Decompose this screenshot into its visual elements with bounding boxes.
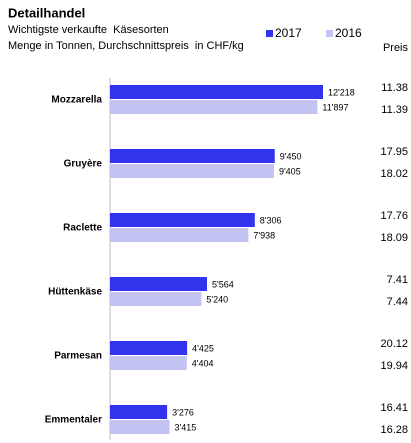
category-label: Raclette (63, 223, 102, 234)
value-label: 9'405 (279, 166, 301, 176)
value-label: 5'564 (212, 279, 234, 289)
category-label: Mozzarella (51, 95, 102, 106)
bar (110, 405, 168, 419)
bar (110, 85, 323, 99)
bar (110, 228, 249, 242)
bar (110, 149, 275, 163)
bar (110, 341, 188, 355)
bar (110, 420, 170, 434)
price-label: 17.76 (380, 210, 408, 222)
category-label: Hüttenkäse (48, 287, 102, 298)
value-label: 8'306 (260, 215, 282, 225)
bar (110, 100, 318, 114)
value-label: 4'425 (192, 343, 214, 353)
value-label: 7'938 (253, 230, 275, 240)
legend-label: 2017 (275, 26, 302, 40)
price-label: 19.94 (380, 360, 408, 372)
category-label: Parmesan (54, 351, 102, 362)
value-label: 4'404 (192, 358, 214, 368)
price-label: 16.41 (380, 402, 408, 414)
category-label: Gruyère (64, 159, 103, 170)
chart-note: Menge in Tonnen, Durchschnittspreis in C… (8, 40, 244, 52)
price-label: 20.12 (380, 338, 408, 350)
price-label: 11.39 (381, 104, 408, 116)
value-label: 3'276 (172, 407, 194, 417)
bar (110, 292, 202, 306)
value-label: 9'450 (280, 151, 302, 161)
legend-label: 2016 (335, 26, 362, 40)
price-label: 17.95 (380, 146, 408, 158)
legend-swatch (326, 30, 333, 37)
legend-swatch (266, 30, 273, 37)
bar (110, 277, 207, 291)
bar (110, 356, 187, 370)
value-label: 5'240 (206, 294, 228, 304)
price-label: 18.09 (380, 232, 408, 244)
price-label: 7.44 (387, 296, 408, 308)
category-label: Emmentaler (45, 415, 102, 426)
bar (110, 164, 274, 178)
price-label: 7.41 (387, 274, 408, 286)
price-header: Preis (383, 42, 409, 54)
chart-subtitle: Wichtigste verkaufte Käsesorten (8, 24, 169, 36)
price-label: 18.02 (380, 168, 408, 180)
value-label: 11'897 (322, 102, 348, 112)
value-label: 12'218 (328, 87, 355, 97)
bar (110, 213, 255, 227)
price-label: 16.28 (380, 424, 408, 436)
value-label: 3'415 (175, 422, 197, 432)
chart-title: Detailhandel (8, 5, 85, 20)
price-label: 11.38 (381, 82, 408, 94)
